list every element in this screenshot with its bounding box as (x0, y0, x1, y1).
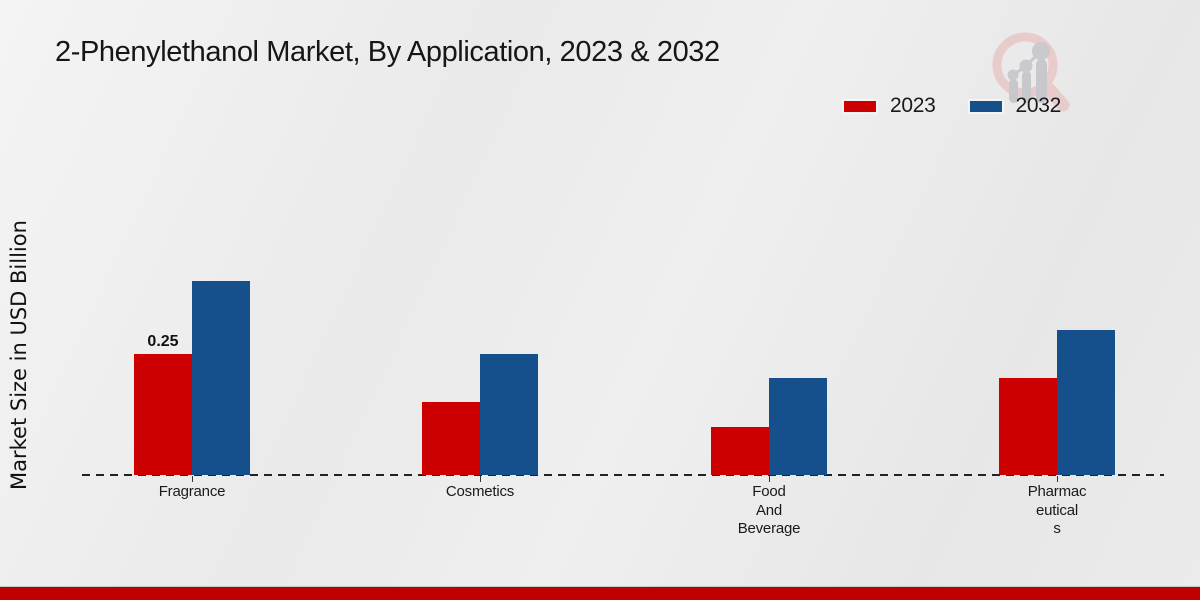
x-axis-tick (480, 476, 481, 482)
category-label-fragrance: Fragrance (158, 483, 226, 500)
bar-2032-cosmetics (480, 354, 538, 475)
chart-title: 2-Phenylethanol Market, By Application, … (55, 36, 720, 68)
category-label-pharmaceuticals: Pharmac eutical s (1027, 483, 1087, 537)
legend: 2023 2032 (843, 94, 1061, 118)
x-axis-tick (192, 476, 193, 482)
bottom-accent-strip (0, 586, 1200, 600)
legend-item-2023: 2023 (843, 94, 936, 118)
legend-swatch-2023 (843, 99, 877, 113)
magnifier-growth-chart-logo-icon (992, 32, 1070, 112)
bar-value-label-2023-fragrance: 0.25 (147, 333, 179, 350)
category-label-food-and-beverage: Food And Beverage (737, 483, 801, 537)
bar-2032-fragrance (192, 281, 250, 475)
x-axis-tick (1057, 476, 1058, 482)
bar-2023-cosmetics (422, 402, 480, 475)
bar-2023-food-and-beverage (711, 427, 769, 475)
legend-label-2032: 2032 (1015, 94, 1062, 117)
legend-swatch-2032 (968, 99, 1003, 113)
bar-2023-fragrance (134, 354, 192, 475)
bar-2023-pharmaceuticals (999, 378, 1057, 475)
x-axis-tick (769, 476, 770, 482)
legend-item-2032: 2032 (968, 94, 1062, 118)
bar-2032-pharmaceuticals (1057, 330, 1115, 475)
legend-label-2023: 2023 (890, 94, 936, 117)
bar-2032-food-and-beverage (769, 378, 827, 475)
category-label-cosmetics: Cosmetics (445, 483, 515, 500)
x-axis-baseline (82, 474, 1164, 476)
